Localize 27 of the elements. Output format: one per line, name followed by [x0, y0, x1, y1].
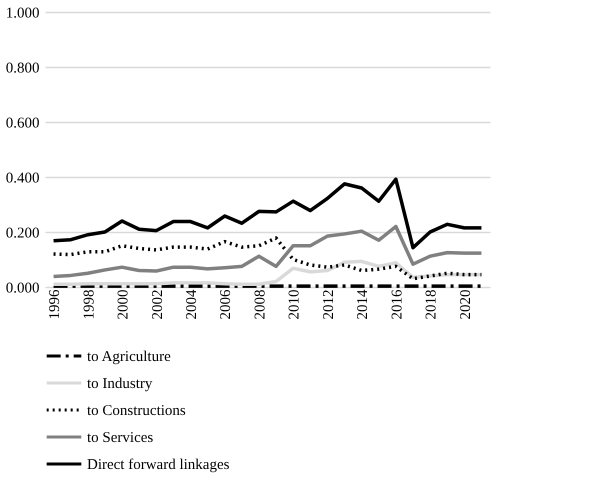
x-tick-label: 2012 — [320, 290, 337, 320]
legend-label: to Agriculture — [87, 349, 172, 365]
y-tick-label: 0.600 — [6, 116, 40, 132]
x-tick-label: 2014 — [355, 289, 372, 320]
legend-label: to Services — [87, 430, 154, 446]
legend-label: to Industry — [87, 376, 153, 392]
y-tick-label: 0.400 — [6, 170, 40, 186]
x-tick-label: 2006 — [218, 289, 234, 320]
x-tick-label: 1996 — [47, 289, 64, 320]
x-tick-label: 2000 — [116, 290, 132, 320]
y-tick-label: 1.000 — [6, 6, 40, 22]
x-tick-label: 2018 — [424, 290, 440, 320]
x-tick-label: 1998 — [81, 290, 98, 320]
line-series — [52, 177, 484, 250]
y-tick-label: 0.800 — [6, 60, 40, 76]
line-series — [52, 236, 484, 280]
x-tick-label: 2008 — [252, 290, 268, 320]
y-tick-label: 0.000 — [6, 280, 40, 296]
line-series — [52, 224, 484, 278]
x-tick-label: 2002 — [150, 290, 166, 320]
x-tick-label: 2004 — [184, 289, 200, 320]
y-tick-label: 0.200 — [6, 226, 40, 242]
x-tick-label: 2020 — [458, 290, 474, 320]
legend-label: to Constructions — [87, 403, 186, 419]
legend-label: Direct forward linkages — [87, 457, 230, 473]
x-tick-label: 2016 — [389, 289, 406, 320]
x-tick-label: 2010 — [286, 290, 303, 320]
